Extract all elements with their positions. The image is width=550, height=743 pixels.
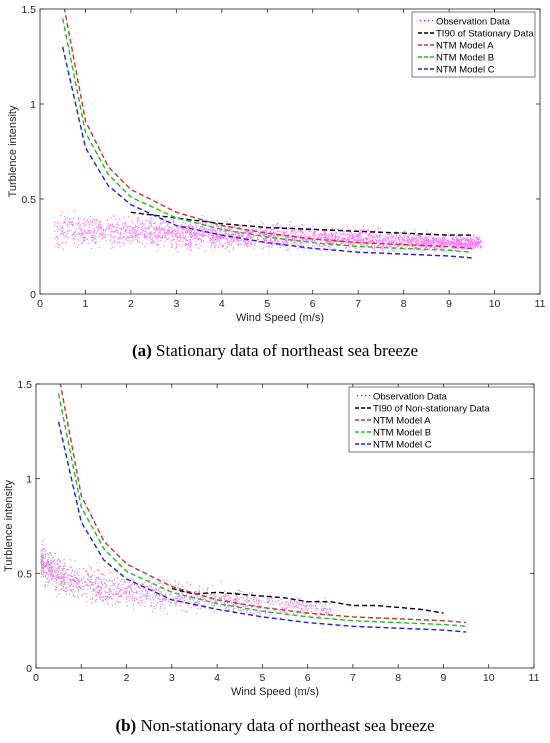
y-tick-label: 1.5 [21,4,36,16]
x-tick-label: 10 [483,672,495,684]
x-tick-label: 1 [78,672,84,684]
series-line-3 [57,421,467,633]
caption: (b) Non-stationary data of northeast sea… [115,716,434,735]
observation-points [40,539,332,619]
x-tick-label: 5 [264,298,270,310]
caption: (a) Stationary data of northeast sea bre… [132,341,418,360]
x-tick-label: 8 [395,672,401,684]
legend-entry: Observation Data [373,392,448,403]
y-axis-label: Turblence intensity [7,105,19,197]
observation-scatter [40,539,332,619]
observation-scatter [53,210,482,253]
legend-marker [369,395,371,397]
x-tick-label: 0 [37,298,43,310]
x-tick-label: 6 [305,672,311,684]
y-tick-label: 0 [26,663,32,675]
axes-box [39,8,541,295]
y-tick-label: 1 [30,99,36,111]
x-axis-label: Wind Speed (m/s) [236,312,324,324]
x-tick-label: 4 [214,672,220,684]
legend-marker [420,20,422,22]
legend-entry: TI90 of Non-stationary Data [373,404,490,415]
legend-entry: NTM Model C [436,65,495,76]
caption-letter: (b) [115,716,136,735]
legend-entry: NTM Model C [373,440,432,451]
y-tick-label: 0.5 [17,568,32,580]
caption-letter: (a) [132,341,152,360]
series-line-3 [62,46,472,259]
y-tick-label: 0 [30,289,36,301]
legend-marker [357,395,359,397]
x-tick-label: 9 [446,298,452,310]
series-line-2 [57,393,467,627]
series-lines [62,9,472,259]
x-tick-label: 7 [350,672,356,684]
x-tick-label: 2 [128,298,134,310]
legend-marker [365,395,367,397]
legend-box [348,386,535,453]
series-line-0 [171,587,444,614]
x-tick-label: 3 [169,672,175,684]
legend-entry: NTM Model A [373,416,431,427]
x-tick-label: 3 [173,298,179,310]
series-line-0 [130,211,472,236]
y-tick-label: 1.5 [17,379,32,391]
legend-marker [428,20,430,22]
legend-entry: Observation Data [436,17,511,28]
x-axis-label: Wind Speed (m/s) [231,686,319,698]
y-tick-label: 0.5 [21,194,36,206]
x-tick-label: 11 [529,672,540,684]
series-line-2 [62,18,472,253]
x-tick-label: 0 [33,672,39,684]
legend-entry: NTM Model B [436,53,494,64]
y-tick-label: 1 [26,474,32,486]
caption-text: Stationary data of northeast sea breeze [152,341,418,360]
y-axis-label: Turblence intensity [3,480,15,572]
x-tick-label: 11 [535,298,546,310]
caption-text: Non-stationary data of northeast sea bre… [136,716,434,735]
x-tick-label: 8 [401,298,407,310]
axes-box [35,383,535,669]
axis-ticks: 0 1 2 3 4 5 6 7 8 9 10 11 0 0.5 1 1.5 [17,379,539,684]
x-tick-label: 6 [310,298,316,310]
series-lines [57,384,467,633]
legend-entry: NTM Model A [436,41,494,52]
x-tick-label: 10 [489,298,501,310]
legend-marker [424,20,426,22]
series-line-1 [63,9,472,250]
legend-entry: TI90 of Stationary Data [436,29,534,40]
x-tick-label: 4 [219,298,225,310]
x-tick-label: 5 [259,672,265,684]
legend-marker [361,395,363,397]
legend-marker [432,20,434,22]
x-tick-label: 2 [124,672,130,684]
axis-ticks: 0 1 2 3 4 5 6 7 8 9 10 11 0 0.5 1 1.5 [21,4,545,310]
observation-points [53,210,482,253]
x-tick-label: 9 [441,672,447,684]
legend-entry: NTM Model B [373,428,431,439]
x-tick-label: 1 [83,298,89,310]
x-tick-label: 7 [355,298,361,310]
